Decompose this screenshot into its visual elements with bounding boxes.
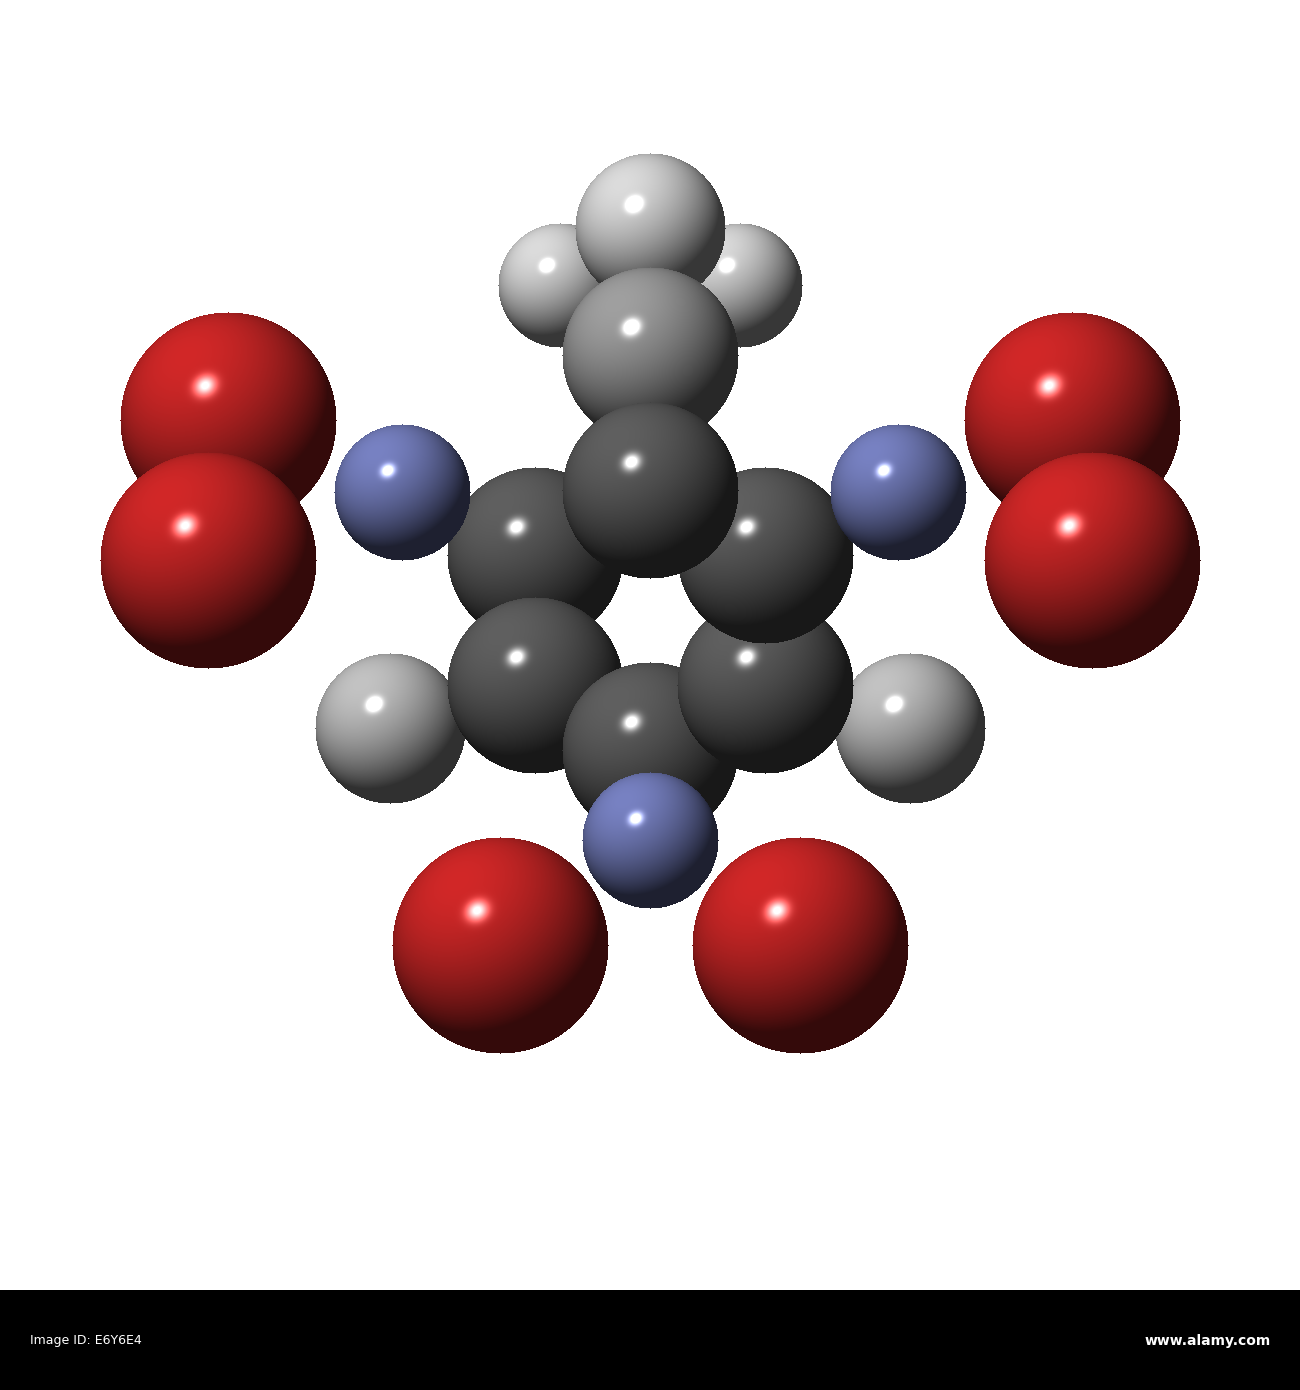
Text: Image ID: E6Y6E4: Image ID: E6Y6E4	[30, 1334, 142, 1347]
Text: www.alamy.com: www.alamy.com	[1144, 1333, 1270, 1347]
